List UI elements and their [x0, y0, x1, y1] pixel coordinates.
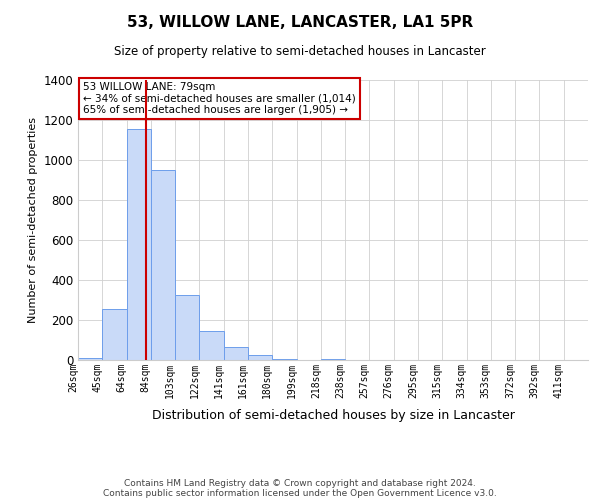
Bar: [175, 295, 199, 360]
Bar: [127, 129, 151, 360]
Text: 53, WILLOW LANE, LANCASTER, LA1 5PR: 53, WILLOW LANE, LANCASTER, LA1 5PR: [127, 15, 473, 30]
Text: 53 WILLOW LANE: 79sqm
← 34% of semi-detached houses are smaller (1,014)
65% of s: 53 WILLOW LANE: 79sqm ← 34% of semi-deta…: [83, 82, 356, 115]
Text: Contains HM Land Registry data © Crown copyright and database right 2024.: Contains HM Land Registry data © Crown c…: [124, 478, 476, 488]
X-axis label: Distribution of semi-detached houses by size in Lancaster: Distribution of semi-detached houses by …: [152, 409, 514, 422]
Bar: [272, 359, 296, 360]
Bar: [151, 170, 175, 360]
Bar: [102, 309, 127, 360]
Bar: [224, 347, 248, 360]
Bar: [78, 358, 102, 360]
Bar: [248, 355, 272, 360]
Y-axis label: Number of semi-detached properties: Number of semi-detached properties: [28, 117, 38, 323]
Bar: [199, 331, 224, 360]
Text: Size of property relative to semi-detached houses in Lancaster: Size of property relative to semi-detach…: [114, 45, 486, 58]
Text: Contains public sector information licensed under the Open Government Licence v3: Contains public sector information licen…: [103, 488, 497, 498]
Bar: [321, 359, 345, 360]
